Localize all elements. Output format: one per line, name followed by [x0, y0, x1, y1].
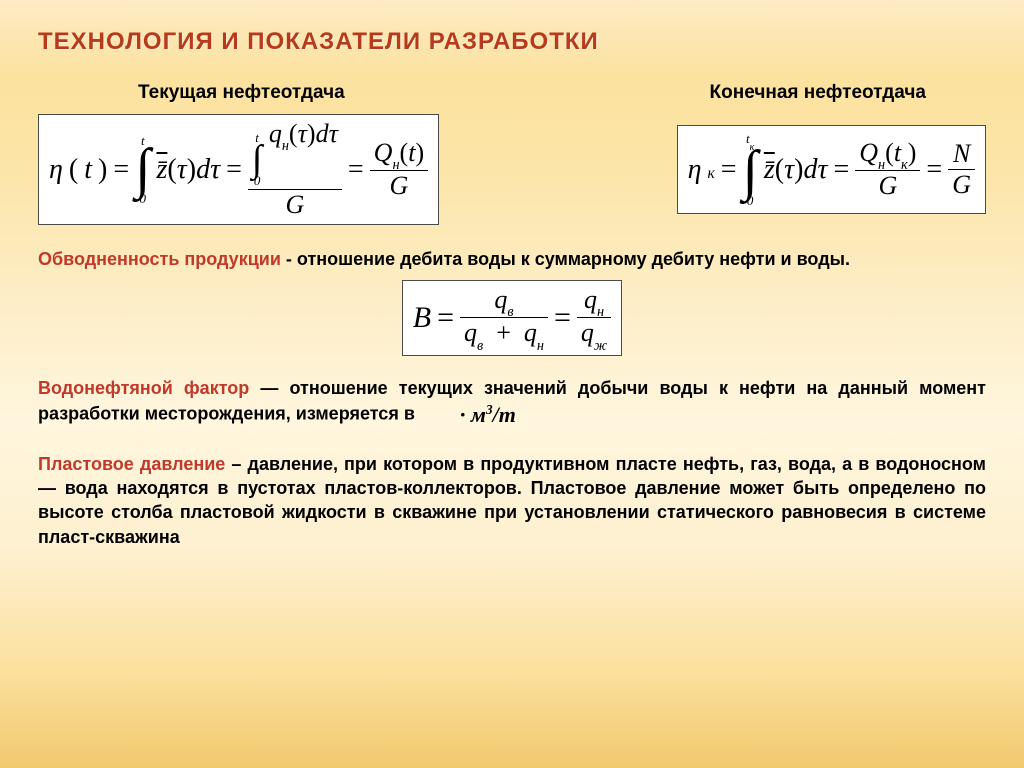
sub-v1: в: [507, 304, 513, 320]
sym-tau: τ: [177, 154, 187, 185]
sym-tau2: τ: [298, 119, 307, 148]
formula-B: B = qв qв + qн = qн qж: [402, 280, 622, 356]
definition-water-oil-factor: Водонефтяной фактор — отношение текущих …: [38, 376, 986, 430]
int2-lower: 0: [254, 174, 261, 187]
formula-B-row: B = qв qв + qн = qн qж: [38, 280, 986, 356]
fraction-N-over-G: N G: [948, 141, 975, 198]
integral-final: tк ∫ 0: [743, 132, 758, 207]
fraction-integral-over-G: t ∫ 0 qн(τ)dτ G: [248, 121, 342, 218]
sub-k: к: [708, 166, 715, 181]
sym-q3: q: [524, 318, 537, 347]
intf-lower: 0: [747, 194, 754, 207]
heading-final: Конечная нефтеотдача: [710, 82, 926, 104]
sym-q5: q: [581, 318, 594, 347]
formula-current-recovery: η(t) = t ∫ 0 z̄(τ)dτ = t ∫ 0 qн(τ)dτ: [38, 114, 439, 225]
sub-v2: в: [477, 338, 483, 354]
sym-tauf: τ: [784, 154, 794, 185]
sym-q1: q: [494, 285, 507, 314]
page-title: ТЕХНОЛОГИЯ И ПОКАЗАТЕЛИ РАЗРАБОТКИ: [38, 28, 986, 56]
sym-eta: η: [49, 156, 63, 184]
sym-Qf: Q: [859, 138, 878, 167]
sub-n3: н: [537, 338, 544, 354]
fraction-Qn-tk-over-G: Qн(tк) G: [855, 140, 920, 200]
term-wof: Водонефтяной фактор: [38, 378, 249, 398]
sub-n4: н: [597, 304, 604, 320]
sym-z: z̄: [156, 154, 167, 185]
sym-G: G: [281, 190, 308, 218]
term-pressure: Пластовое давление: [38, 454, 225, 474]
sym-Gf: G: [874, 171, 901, 199]
sym-G2: G: [386, 171, 413, 199]
int-lower: 0: [140, 192, 147, 205]
sub-zh: ж: [594, 338, 607, 354]
integral-1: t ∫ 0: [135, 134, 150, 205]
fraction-qn-over-qzh: qн qж: [577, 287, 611, 349]
arg-tf-sub: к: [901, 157, 908, 173]
term-water-cut: Обводненность продукции: [38, 249, 281, 269]
section-headings-row: Текущая нефтеотдача Конечная нефтеотдача: [38, 82, 986, 104]
sub-n: н: [282, 138, 289, 154]
sym-dtau: dτ: [196, 154, 220, 185]
fraction-qv-over-sum: qв qв + qн: [460, 287, 548, 349]
text-water-cut: - отношение дебита воды к суммарному деб…: [281, 249, 850, 269]
sub-n2: н: [392, 157, 399, 173]
unit-m: м: [471, 402, 486, 427]
sym-dtauf: dτ: [803, 154, 827, 185]
sym-q4: q: [584, 285, 597, 314]
definition-water-cut: Обводненность продукции - отношение деби…: [38, 247, 986, 271]
arg-t2: t: [408, 138, 415, 167]
fraction-Qn-over-G: Qн(t) G: [370, 140, 428, 200]
sym-dtau2: dτ: [316, 119, 338, 148]
sym-q: q: [269, 119, 282, 148]
integral-2: t ∫ 0: [252, 131, 262, 187]
main-formula-row: η(t) = t ∫ 0 z̄(τ)dτ = t ∫ 0 qн(τ)dτ: [38, 114, 986, 225]
unit-dot: ·: [460, 402, 466, 427]
arg-t: t: [84, 156, 92, 184]
intf-upper-sub: к: [750, 142, 755, 153]
formula-final-recovery: ηк = tк ∫ 0 z̄(τ)dτ = Qн(tк) G = N G: [677, 125, 986, 214]
sym-Q: Q: [374, 138, 393, 167]
sym-zf: z̄: [764, 154, 775, 185]
sym-eta-k: η: [688, 156, 702, 184]
arg-tf: t: [894, 138, 901, 167]
definition-reservoir-pressure: Пластовое давление – давление, при котор…: [38, 452, 986, 549]
sym-Gf2: G: [948, 170, 975, 198]
heading-current: Текущая нефтеотдача: [138, 82, 345, 104]
unit-sup: 3: [486, 402, 493, 417]
unit-t: т: [499, 402, 516, 427]
sym-q2: q: [464, 318, 477, 347]
unit-m3-per-t: · м3/т: [460, 400, 516, 430]
sub-nf: н: [878, 157, 885, 173]
sym-B: B: [413, 303, 431, 333]
sym-N: N: [949, 141, 974, 169]
